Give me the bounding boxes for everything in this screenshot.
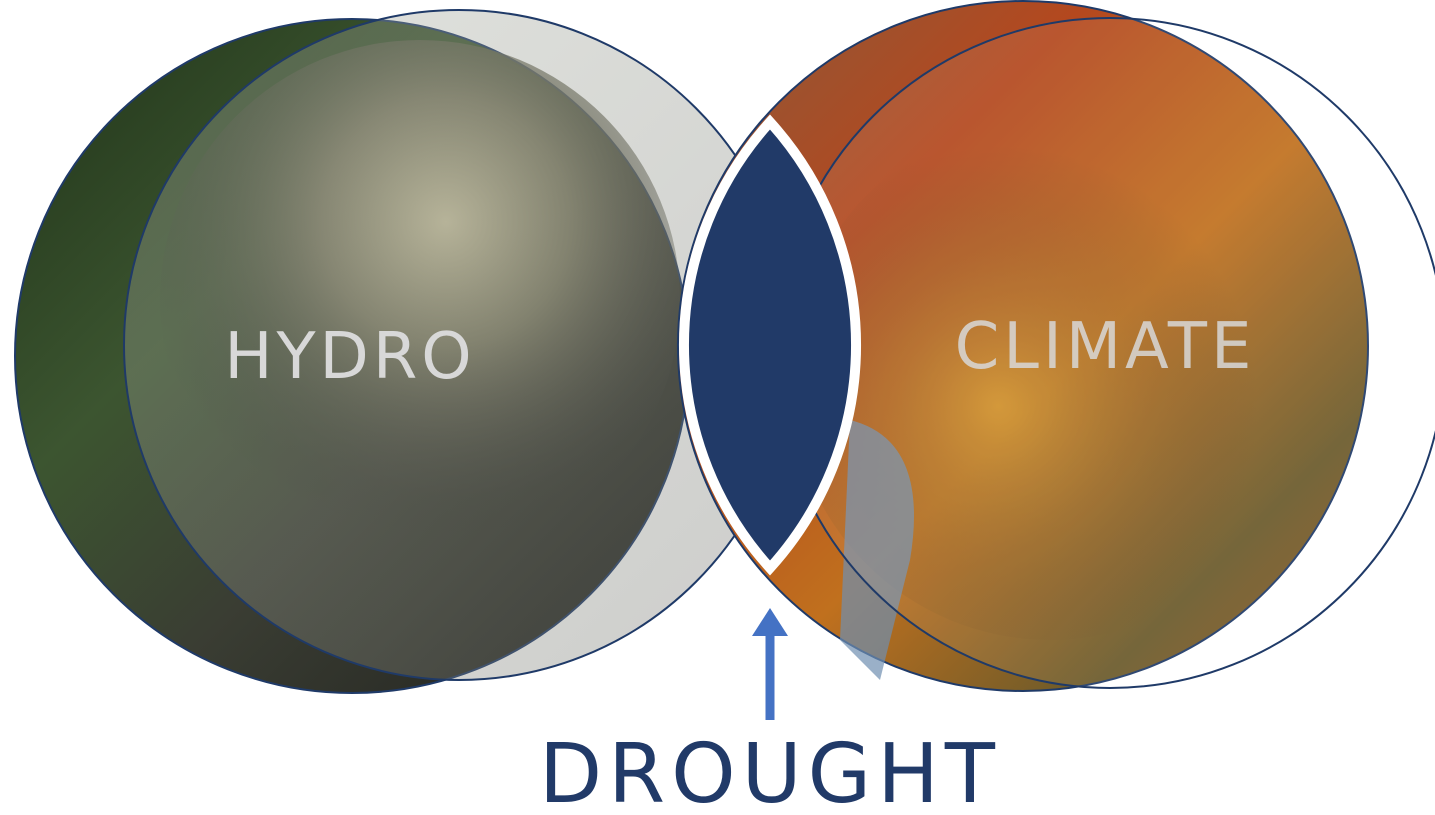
hydro-circles <box>14 9 795 694</box>
road <box>840 420 914 680</box>
foliage <box>790 120 1310 640</box>
intersection-lens <box>679 114 861 576</box>
drought-label: DROUGHT <box>539 727 1001 815</box>
arrow-head <box>752 608 788 636</box>
climate-circles <box>677 0 1435 692</box>
climate-label: CLIMATE <box>955 310 1256 384</box>
hydro-label: HYDRO <box>224 320 475 394</box>
